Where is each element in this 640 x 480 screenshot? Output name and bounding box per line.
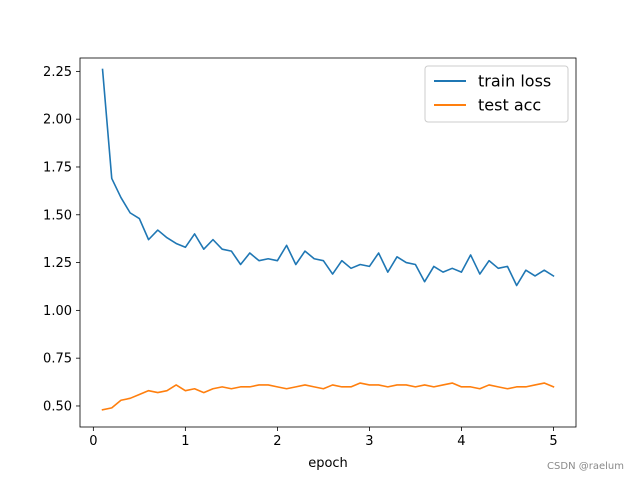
y-tick-label: 1.25 (43, 256, 72, 271)
legend-label: train loss (478, 72, 551, 91)
y-tick-label: 0.75 (43, 352, 72, 367)
x-tick-label: 5 (549, 434, 557, 449)
y-tick-label: 1.75 (43, 160, 72, 175)
x-tick-label: 2 (273, 434, 281, 449)
y-tick-label: 0.50 (43, 399, 72, 414)
y-tick-label: 2.25 (43, 65, 72, 80)
series-layer (101, 68, 555, 411)
x-tick-label: 0 (89, 434, 97, 449)
y-tick-label: 1.50 (43, 208, 72, 223)
legend-label: test acc (478, 96, 541, 115)
y-tick-label: 1.00 (43, 304, 72, 319)
watermark-text: CSDN @raelum (547, 461, 624, 472)
series-line-train-loss (101, 68, 555, 287)
x-axis-label: epoch (308, 456, 348, 471)
x-tick-label: 3 (365, 434, 373, 449)
x-tick-label: 4 (457, 434, 465, 449)
y-tick-label: 2.00 (43, 113, 72, 128)
series-line-test-acc (101, 382, 555, 411)
x-tick-label: 1 (181, 434, 189, 449)
legend: train loss test acc (424, 65, 569, 123)
axes-frame (79, 57, 577, 428)
axis-ticks: 0 1 2 3 4 5 0.50 0.75 1.00 1.25 1.50 1.75 2.00 2.25 (43, 65, 558, 449)
